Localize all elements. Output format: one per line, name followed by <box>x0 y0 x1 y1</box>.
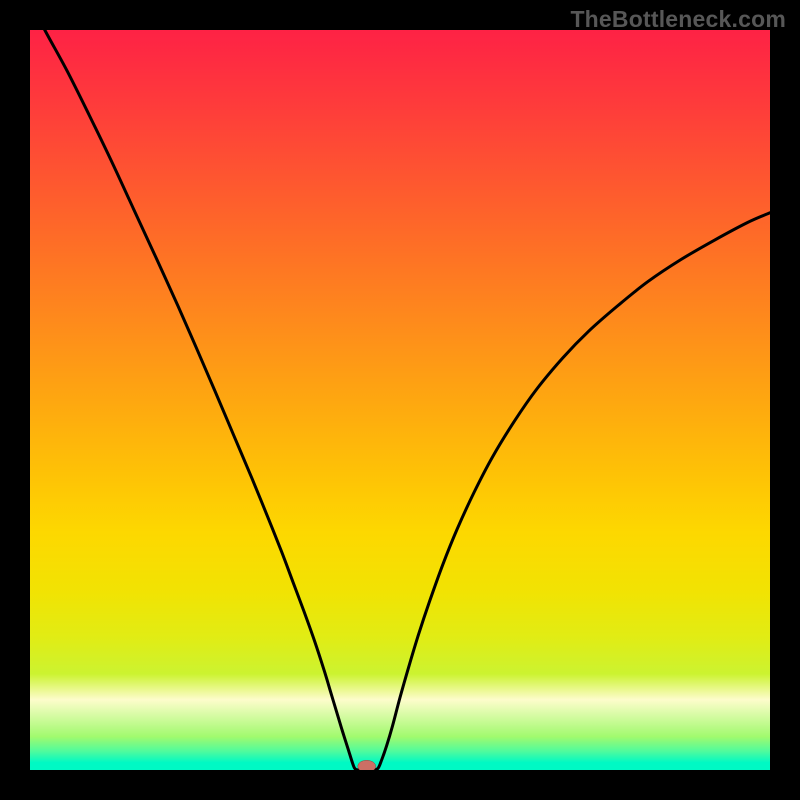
optimal-marker <box>358 760 376 770</box>
watermark-text: TheBottleneck.com <box>570 6 786 33</box>
chart-svg <box>30 30 770 770</box>
plot-area <box>30 30 770 770</box>
chart-background <box>30 30 770 770</box>
